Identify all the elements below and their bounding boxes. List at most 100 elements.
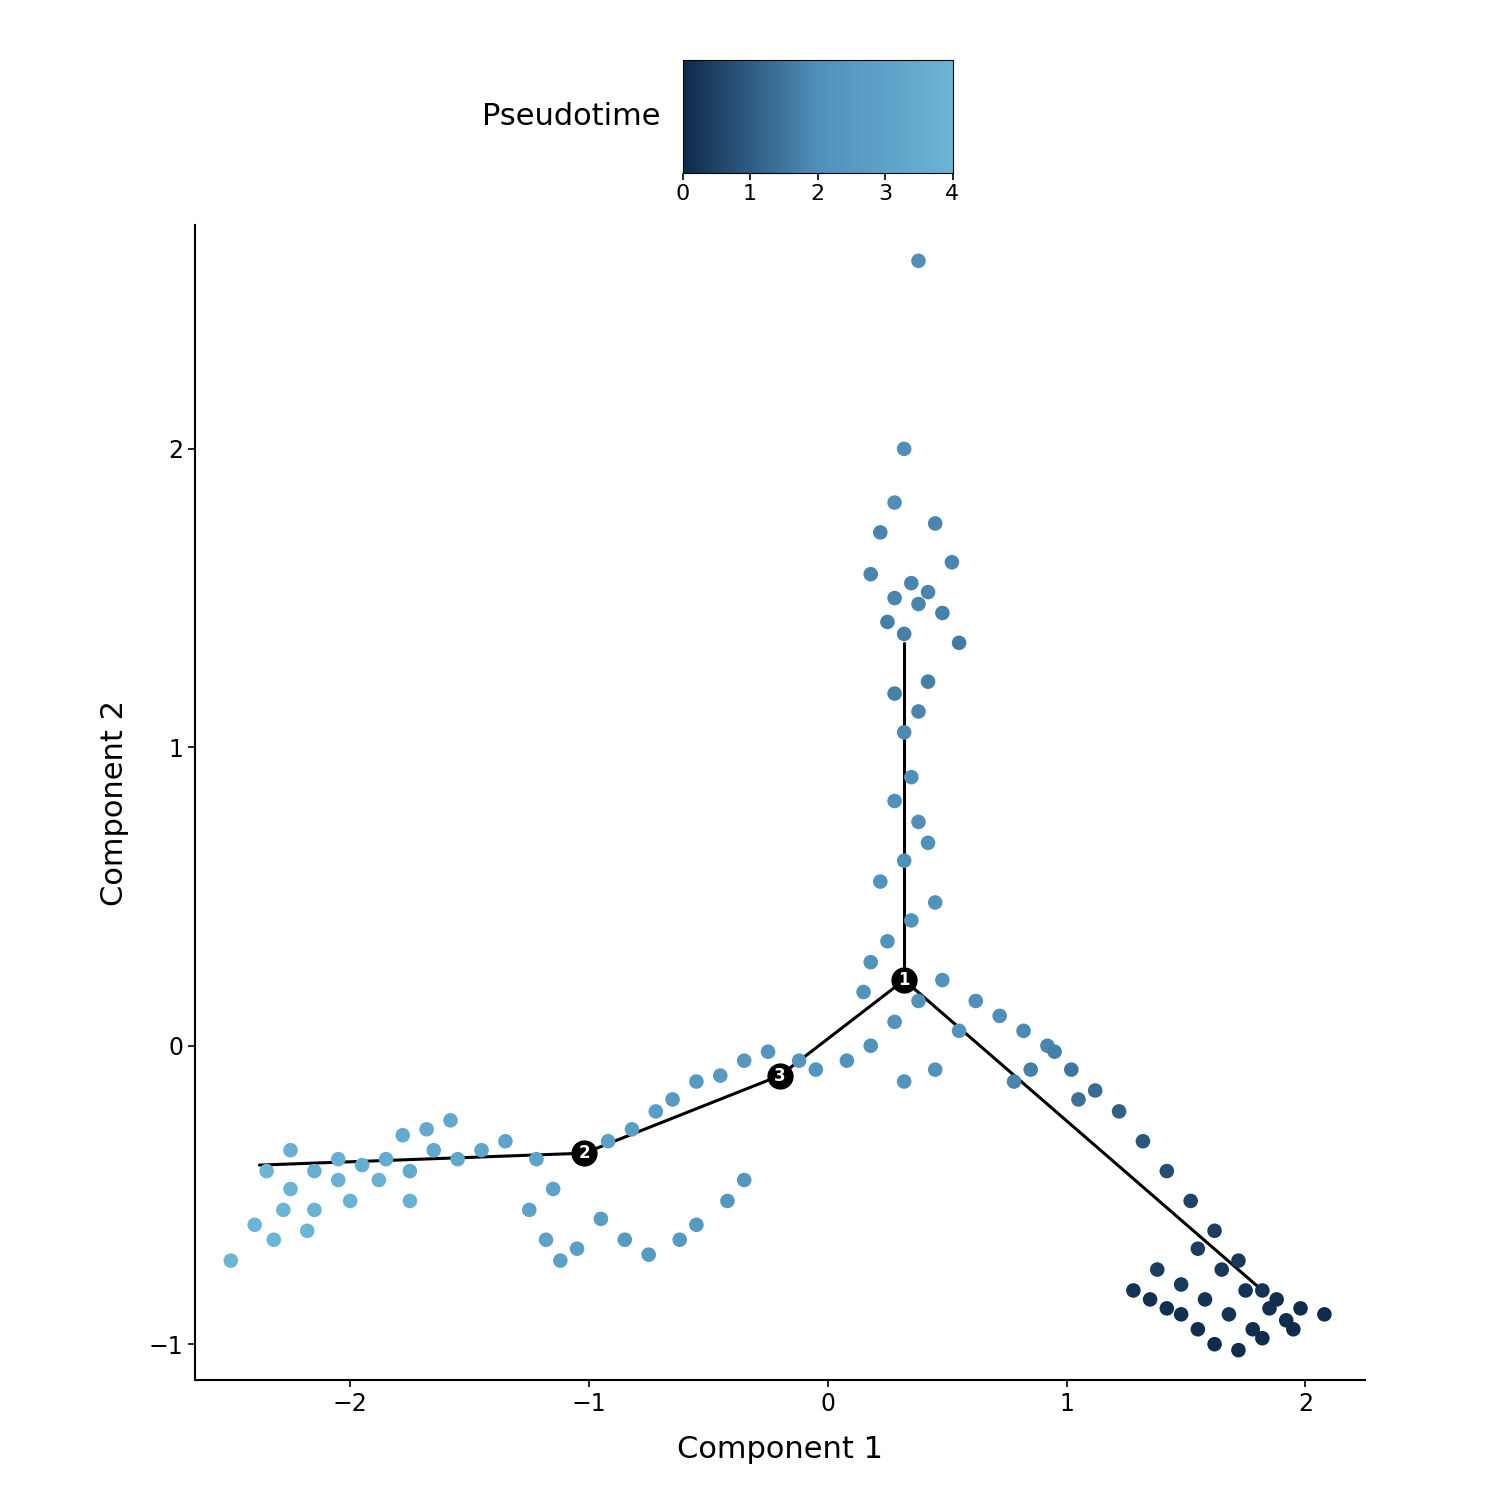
Point bbox=[398, 1190, 422, 1214]
Point bbox=[916, 831, 940, 855]
Point bbox=[930, 602, 954, 625]
Point bbox=[296, 1220, 320, 1244]
Point bbox=[1138, 1287, 1162, 1311]
Point bbox=[596, 1130, 619, 1154]
Point bbox=[732, 1048, 756, 1072]
Point bbox=[303, 1198, 327, 1222]
Point bbox=[684, 1070, 708, 1094]
Point bbox=[922, 1058, 946, 1082]
Point bbox=[542, 1178, 566, 1202]
Point bbox=[858, 950, 882, 974]
Point bbox=[1251, 1326, 1275, 1350]
Point bbox=[338, 1190, 362, 1214]
Point bbox=[446, 1148, 470, 1172]
Point bbox=[882, 490, 906, 514]
Point bbox=[1155, 1296, 1179, 1320]
Point bbox=[906, 699, 930, 723]
Point bbox=[1146, 1257, 1170, 1281]
Point bbox=[390, 1124, 414, 1148]
Point bbox=[882, 586, 906, 610]
Point bbox=[1066, 1088, 1090, 1112]
Point bbox=[946, 1019, 970, 1042]
Point bbox=[868, 520, 892, 544]
Point bbox=[882, 789, 906, 813]
Point bbox=[1274, 1308, 1298, 1332]
Point bbox=[398, 1160, 422, 1184]
Point bbox=[1186, 1317, 1210, 1341]
Point bbox=[1203, 1220, 1227, 1244]
Point bbox=[518, 1198, 542, 1222]
Point bbox=[279, 1178, 303, 1202]
Point bbox=[668, 1227, 692, 1251]
Point bbox=[549, 1248, 573, 1272]
Point bbox=[804, 1058, 828, 1082]
Point bbox=[660, 1088, 684, 1112]
Point bbox=[922, 512, 946, 536]
Point bbox=[525, 1148, 549, 1172]
Point bbox=[438, 1108, 462, 1132]
Point bbox=[368, 1168, 392, 1192]
Point bbox=[636, 1242, 660, 1266]
Point bbox=[327, 1148, 351, 1172]
Point bbox=[900, 909, 924, 933]
Y-axis label: Component 2: Component 2 bbox=[100, 699, 129, 906]
Point bbox=[566, 1236, 590, 1260]
Point bbox=[892, 622, 916, 646]
Point bbox=[987, 1004, 1011, 1028]
Point bbox=[768, 1064, 792, 1088]
Point bbox=[876, 930, 900, 954]
Point bbox=[350, 1154, 374, 1178]
Point bbox=[684, 1214, 708, 1237]
Point bbox=[1264, 1287, 1288, 1311]
Point bbox=[303, 1160, 327, 1184]
Point bbox=[219, 1248, 243, 1272]
Point bbox=[716, 1190, 740, 1214]
Point bbox=[255, 1160, 279, 1184]
Text: 3: 3 bbox=[774, 1066, 786, 1084]
Point bbox=[422, 1138, 446, 1162]
Point bbox=[916, 580, 940, 604]
Point bbox=[1155, 1160, 1179, 1184]
Point bbox=[1059, 1058, 1083, 1082]
Point bbox=[1192, 1287, 1216, 1311]
Point bbox=[1203, 1332, 1227, 1356]
Point bbox=[868, 870, 892, 894]
Point bbox=[882, 681, 906, 705]
Point bbox=[882, 1010, 906, 1034]
Point bbox=[906, 592, 930, 616]
Point bbox=[1227, 1248, 1251, 1272]
Point bbox=[644, 1100, 668, 1124]
Point bbox=[1216, 1302, 1240, 1326]
Point bbox=[590, 1208, 613, 1231]
Point bbox=[470, 1138, 494, 1162]
Point bbox=[614, 1227, 638, 1251]
Point bbox=[1107, 1100, 1131, 1124]
Point bbox=[922, 891, 946, 915]
Text: Pseudotime: Pseudotime bbox=[483, 102, 662, 130]
Point bbox=[892, 968, 916, 992]
Point bbox=[892, 436, 916, 460]
Point bbox=[900, 765, 924, 789]
Point bbox=[1233, 1278, 1257, 1302]
Point bbox=[1312, 1302, 1336, 1326]
Point bbox=[374, 1148, 398, 1172]
X-axis label: Component 1: Component 1 bbox=[676, 1436, 884, 1464]
Point bbox=[836, 1048, 860, 1072]
Point bbox=[964, 988, 988, 1012]
Point bbox=[1227, 1338, 1251, 1362]
Point bbox=[788, 1048, 812, 1072]
Point bbox=[327, 1168, 351, 1192]
Point bbox=[858, 562, 882, 586]
Point bbox=[1179, 1190, 1203, 1214]
Point bbox=[414, 1118, 438, 1142]
Text: 1: 1 bbox=[898, 970, 910, 988]
Point bbox=[279, 1138, 303, 1162]
Point bbox=[906, 810, 930, 834]
Point bbox=[1288, 1296, 1312, 1320]
Point bbox=[572, 1142, 596, 1166]
Point bbox=[892, 1070, 916, 1094]
Point bbox=[1186, 1236, 1210, 1260]
Text: 2: 2 bbox=[579, 1144, 590, 1162]
Point bbox=[262, 1227, 286, 1251]
Point bbox=[756, 1040, 780, 1064]
